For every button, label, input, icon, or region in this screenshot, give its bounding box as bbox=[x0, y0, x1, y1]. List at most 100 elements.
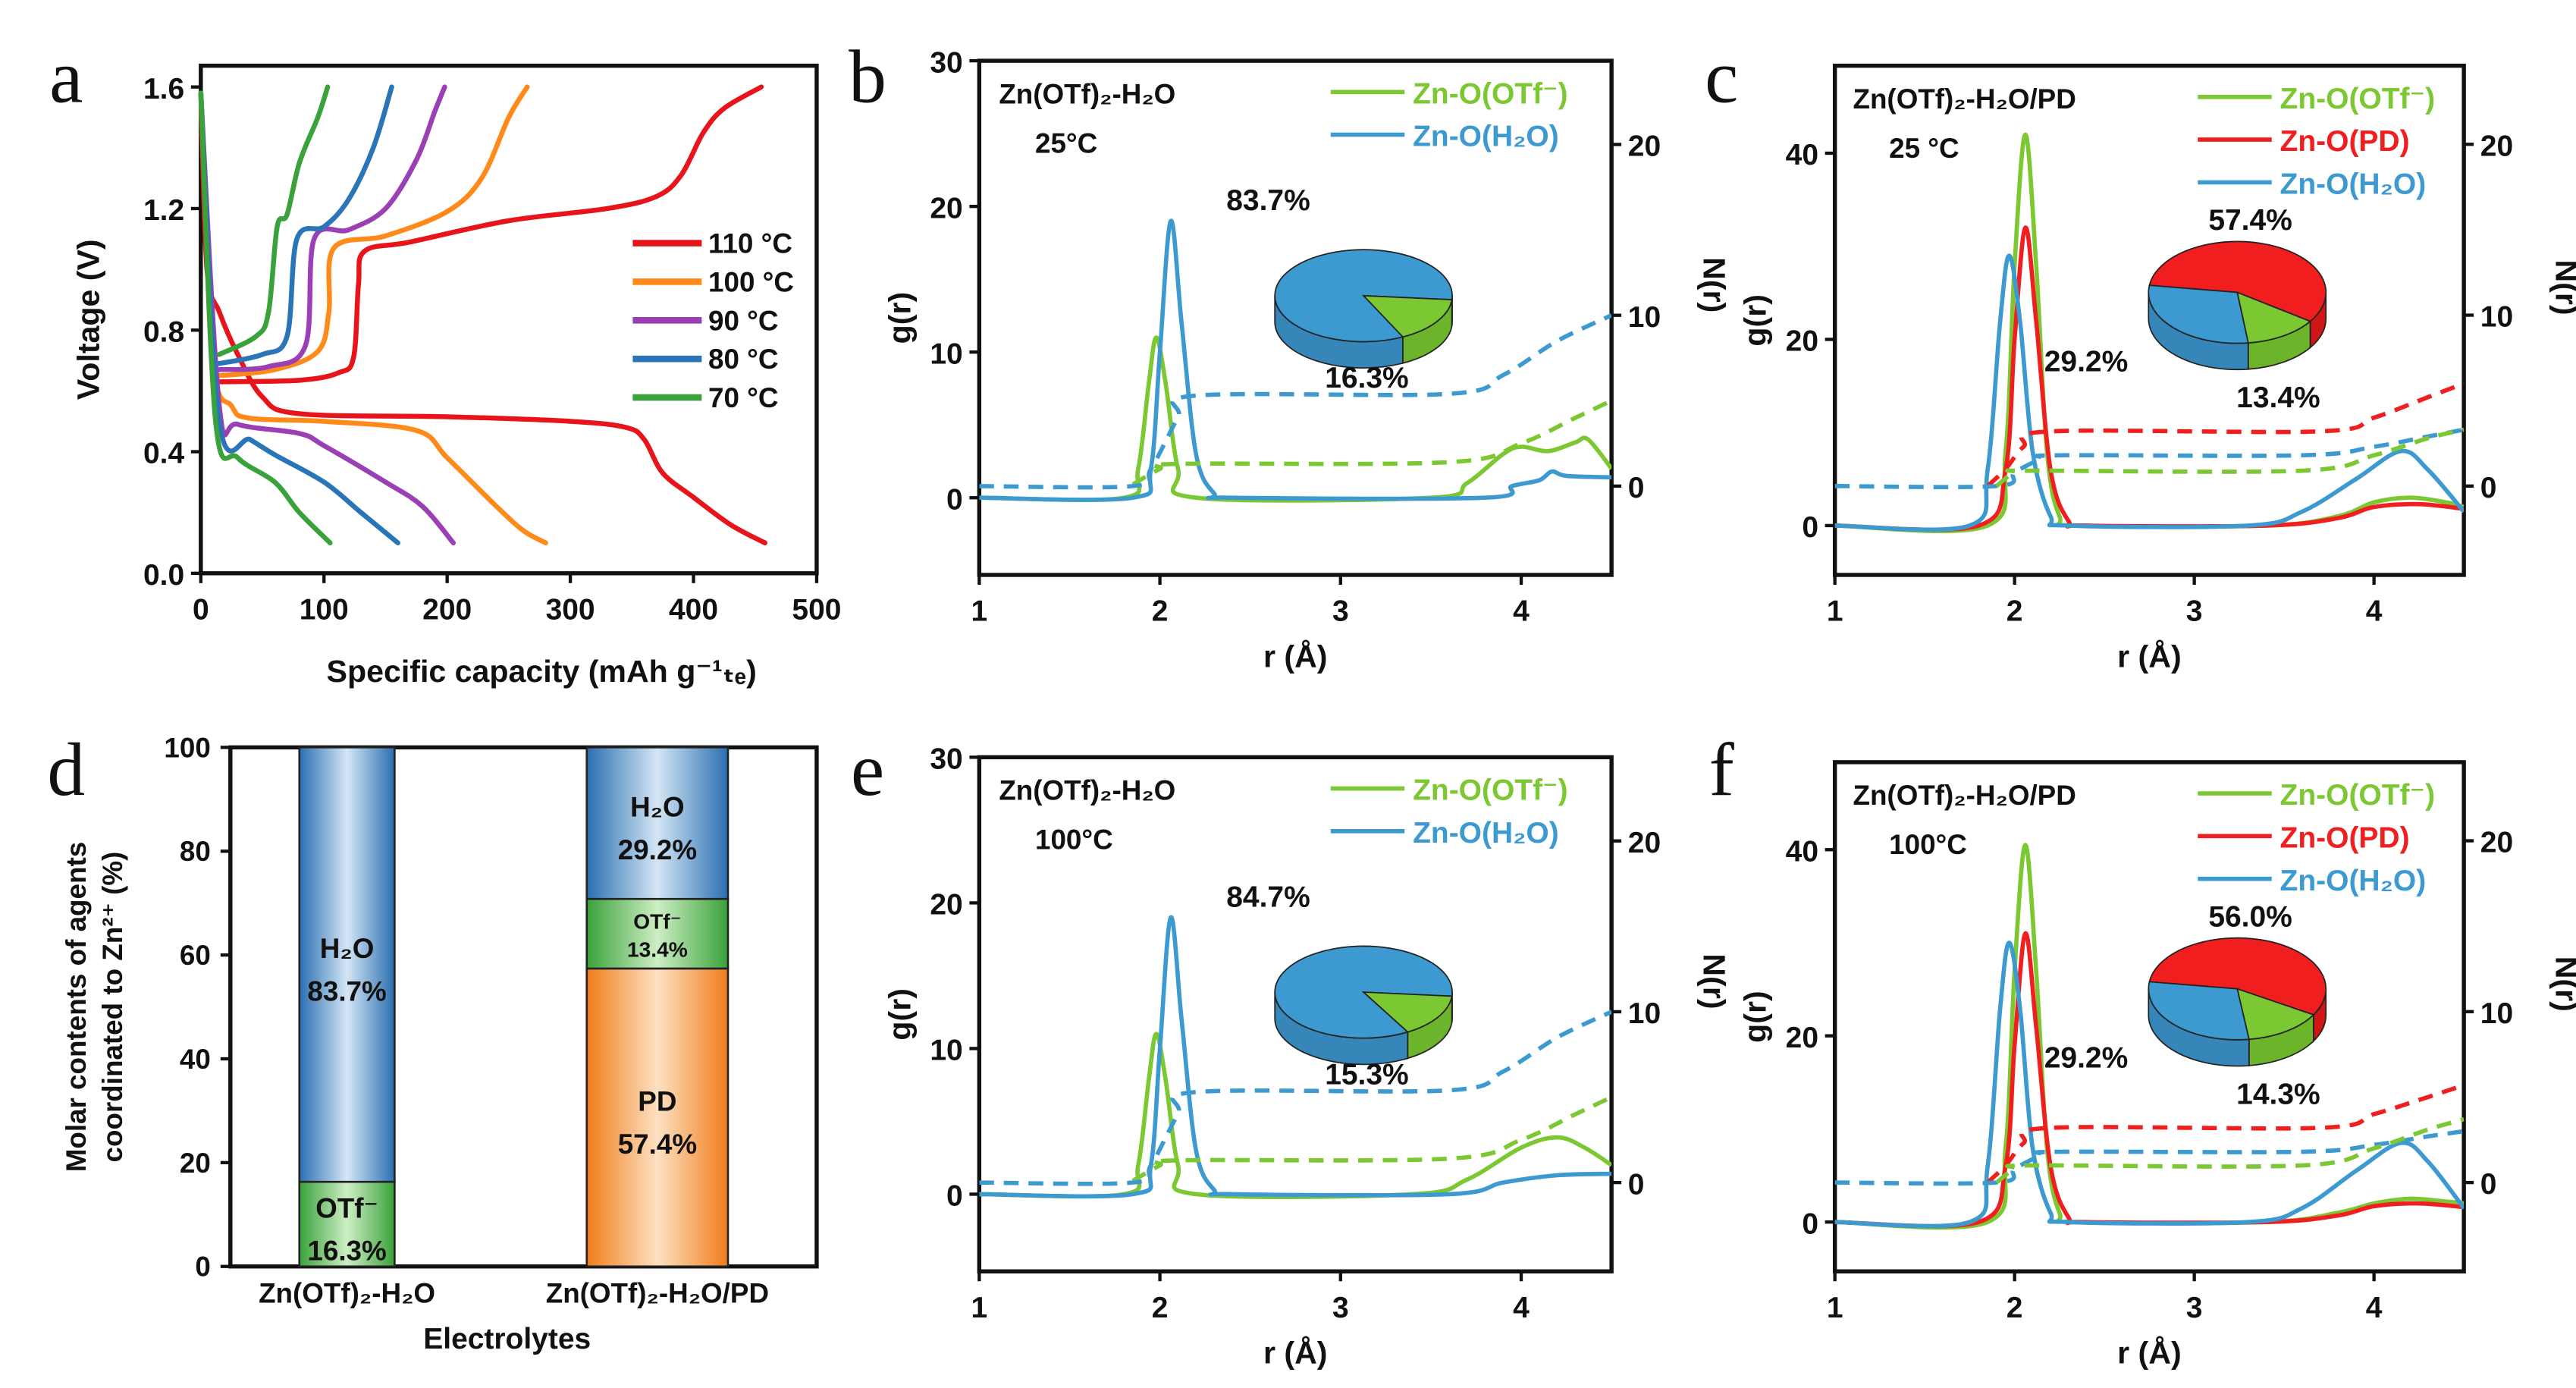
y-tick-label: 0 bbox=[946, 1180, 963, 1213]
y-tick-label: 10 bbox=[930, 1035, 962, 1067]
series-1 bbox=[1834, 931, 2465, 1229]
y-tick-label: 0 bbox=[946, 483, 963, 516]
electrolyte-label: Zn(OTf)₂-H₂O/PD bbox=[1853, 83, 2076, 115]
plot-frame bbox=[977, 755, 1614, 1273]
series-1 bbox=[979, 915, 1612, 1199]
bar-segment-value: 57.4% bbox=[618, 1129, 697, 1160]
legend-label: Zn-O(PD) bbox=[2280, 125, 2410, 158]
series-5 bbox=[1995, 1117, 2465, 1185]
pie-slice-0 bbox=[1274, 249, 1453, 343]
x-tick-label: 1 bbox=[971, 1292, 988, 1324]
y2-axis-label: N(r) bbox=[1696, 953, 1731, 1009]
legend-label: Zn-O(PD) bbox=[2280, 821, 2410, 854]
curve-charge-1 bbox=[216, 84, 530, 378]
legend-label: Zn-O(H₂O) bbox=[2280, 168, 2427, 201]
panel-letter: e bbox=[851, 727, 884, 812]
curve-charge-0 bbox=[213, 84, 764, 385]
pie-slice-0 bbox=[1274, 945, 1453, 1039]
bar-segment-name: H₂O bbox=[320, 933, 375, 964]
plot-frame bbox=[977, 58, 1614, 577]
curves bbox=[1834, 132, 2465, 534]
y-tick-label: 20 bbox=[930, 192, 962, 225]
pie-slice-label: 13.4% bbox=[2236, 382, 2320, 414]
y2-tick-label: 20 bbox=[2480, 827, 2513, 859]
pie-slice-label: 29.2% bbox=[2044, 1042, 2129, 1075]
y-axis-label: g(r) bbox=[1738, 991, 1773, 1043]
pie-inset: 83.7% 16.3% bbox=[1226, 184, 1453, 394]
bar-segment-value: 29.2% bbox=[618, 834, 697, 865]
series-3 bbox=[1986, 1083, 2465, 1185]
bar-segment-value: 13.4% bbox=[627, 937, 688, 961]
x-tick-label: 3 bbox=[2186, 595, 2203, 628]
y2-tick-label: 0 bbox=[2480, 472, 2497, 504]
legend-label: Zn-O(H₂O) bbox=[2280, 865, 2427, 897]
curve-discharge-4 bbox=[198, 90, 333, 545]
y-tick-label: 40 bbox=[1786, 139, 1818, 171]
series-2 bbox=[1131, 398, 1612, 487]
y-tick-label: 30 bbox=[930, 743, 962, 776]
y-axis-label: coordinated to Zn²⁺ (%) bbox=[97, 852, 128, 1163]
temperature-label: 25°C bbox=[1035, 127, 1097, 159]
legend-label: 90 °C bbox=[708, 305, 778, 336]
pie-inset: 84.7% 15.3% bbox=[1226, 881, 1453, 1091]
x-tick-label: 3 bbox=[2186, 1292, 2203, 1324]
bar-segment-0-1 bbox=[298, 746, 396, 1183]
pie-slice-label: 57.4% bbox=[2208, 204, 2292, 237]
pie-slice-label: 56.0% bbox=[2208, 900, 2292, 933]
y-tick-label: 1.6 bbox=[143, 73, 184, 105]
series-3 bbox=[979, 1010, 1612, 1186]
plot-frame bbox=[1832, 760, 2466, 1273]
pie-slice-label: 15.3% bbox=[1325, 1058, 1409, 1091]
y2-axis-label: N(r) bbox=[1696, 257, 1731, 312]
x-tick-label: 1 bbox=[971, 595, 988, 628]
y-tick-label: 0.8 bbox=[143, 316, 184, 348]
temperature-label: 100°C bbox=[1035, 824, 1113, 856]
x-tick-label: 2 bbox=[1152, 1292, 1169, 1324]
y-tick-label: 20 bbox=[1786, 325, 1818, 358]
panel-letter: b bbox=[849, 34, 886, 118]
bar-segment-name: H₂O bbox=[630, 792, 685, 823]
bar-segment-name: PD bbox=[638, 1086, 676, 1117]
y2-axis-label: N(r) bbox=[2549, 956, 2576, 1012]
curve-charge-2 bbox=[216, 84, 447, 372]
legend-label: Zn-O(OTf⁻) bbox=[1413, 774, 1568, 807]
electrolyte-label: Zn(OTf)₂-H₂O/PD bbox=[1853, 780, 2076, 811]
x-tick-label: 3 bbox=[1332, 1292, 1349, 1324]
plot-frame bbox=[199, 63, 819, 576]
y-tick-label: 0.0 bbox=[143, 559, 184, 592]
x-tick-label: 200 bbox=[422, 593, 472, 626]
y2-axis-label: N(r) bbox=[2549, 259, 2576, 315]
x-axis-label: Specific capacity (mAh g⁻¹ₜₑ) bbox=[327, 654, 757, 689]
pie-slice-1 bbox=[2236, 988, 2315, 1041]
x-tick-label: 2 bbox=[2007, 595, 2023, 628]
legend-label: Zn-O(H₂O) bbox=[1413, 121, 1559, 153]
x-axis-label: Electrolytes bbox=[423, 1323, 591, 1355]
panel-letter: f bbox=[1709, 727, 1735, 812]
y2-tick-label: 10 bbox=[2480, 301, 2513, 334]
electrolyte-label: Zn(OTf)₂-H₂O bbox=[999, 78, 1175, 109]
series-0 bbox=[979, 335, 1612, 503]
curves bbox=[1834, 843, 2465, 1230]
y-tick-label: 40 bbox=[180, 1044, 211, 1075]
legend-label: 70 °C bbox=[708, 382, 778, 413]
curves bbox=[979, 218, 1612, 503]
y-tick-label: 0 bbox=[1802, 1207, 1818, 1240]
series-3 bbox=[979, 313, 1612, 490]
bar-segment-1-2 bbox=[585, 746, 730, 900]
bar-segment-0-0 bbox=[298, 1180, 396, 1268]
y2-tick-label: 10 bbox=[2480, 997, 2513, 1030]
pie-slice-0 bbox=[2148, 240, 2327, 322]
bar-segment-name: OTf⁻ bbox=[633, 910, 681, 934]
curve-charge-4 bbox=[216, 84, 331, 357]
x-tick-label: 4 bbox=[1513, 595, 1530, 628]
y-tick-label: 60 bbox=[180, 940, 211, 971]
y-tick-label: 0 bbox=[195, 1251, 210, 1283]
bar-segment-1-0 bbox=[585, 967, 730, 1268]
panel-a: a 0 100 200 300 400 500 0.0 0.4 0.8 1.2 1.6 Specific… bbox=[49, 34, 841, 688]
series-1 bbox=[979, 218, 1612, 502]
y-axis-label: Molar contents of agents bbox=[61, 842, 92, 1172]
x-axis-label: r (Å) bbox=[2117, 1336, 2182, 1371]
